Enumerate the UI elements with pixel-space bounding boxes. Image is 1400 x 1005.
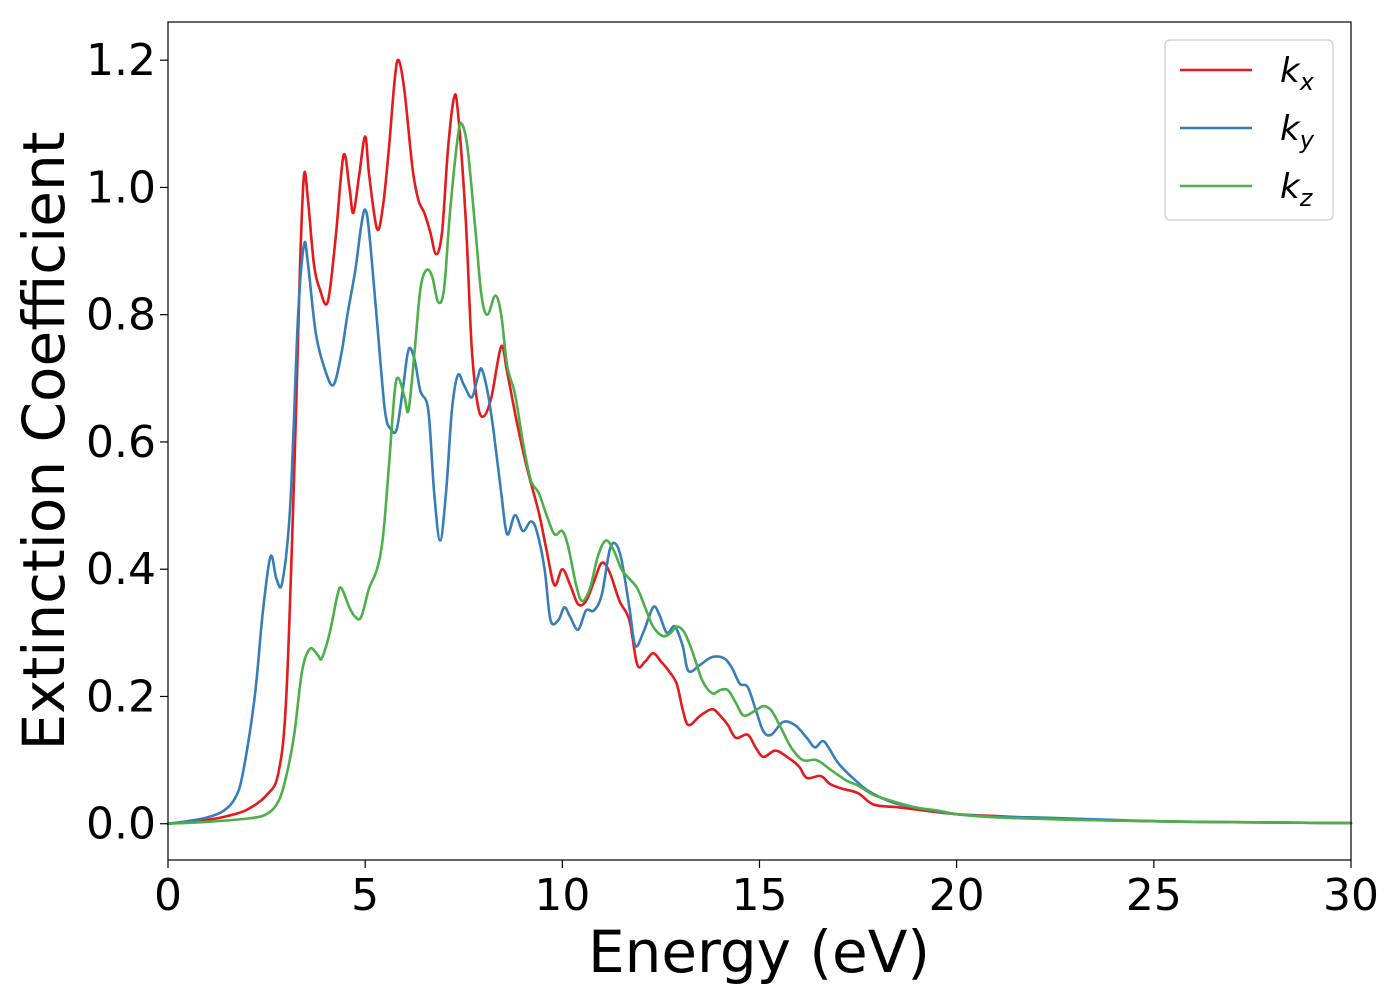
- x-axis-title: Energy (eV): [588, 918, 930, 986]
- series-line-kz: [166, 121, 1353, 826]
- y-tick-label: 0.6: [86, 417, 156, 468]
- x-tick-label: 25: [1126, 870, 1182, 921]
- legend-label-kz: kz: [1280, 167, 1314, 212]
- x-axis-ticks: 0 5 10 15 20 25 30: [154, 860, 1379, 921]
- series-layer: [166, 58, 1353, 826]
- legend-box: [1164, 39, 1334, 221]
- x-tick-label: 0: [154, 870, 182, 921]
- y-tick-label: 0.2: [86, 671, 156, 722]
- x-tick-label: 30: [1323, 870, 1379, 921]
- legend: kx ky kz: [1164, 39, 1334, 221]
- y-tick-label: 0.0: [86, 799, 156, 850]
- legend-label-kx: kx: [1280, 51, 1315, 96]
- y-tick-label: 1.0: [86, 162, 156, 213]
- y-axis-title: Extinction Coefficient: [10, 132, 78, 751]
- x-tick-label: 10: [534, 870, 590, 921]
- legend-label-ky: ky: [1280, 109, 1315, 154]
- y-tick-label: 1.2: [86, 35, 156, 86]
- y-tick-label: 0.8: [86, 290, 156, 341]
- y-tick-label: 0.4: [86, 544, 156, 595]
- y-axis-ticks: 0.0 0.2 0.4 0.6 0.8 1.0 1.2: [86, 35, 168, 850]
- x-tick-label: 20: [929, 870, 985, 921]
- x-tick-label: 5: [351, 870, 379, 921]
- series-line-ky: [166, 208, 1353, 826]
- x-tick-label: 15: [732, 870, 788, 921]
- series-line-kx: [166, 58, 1353, 826]
